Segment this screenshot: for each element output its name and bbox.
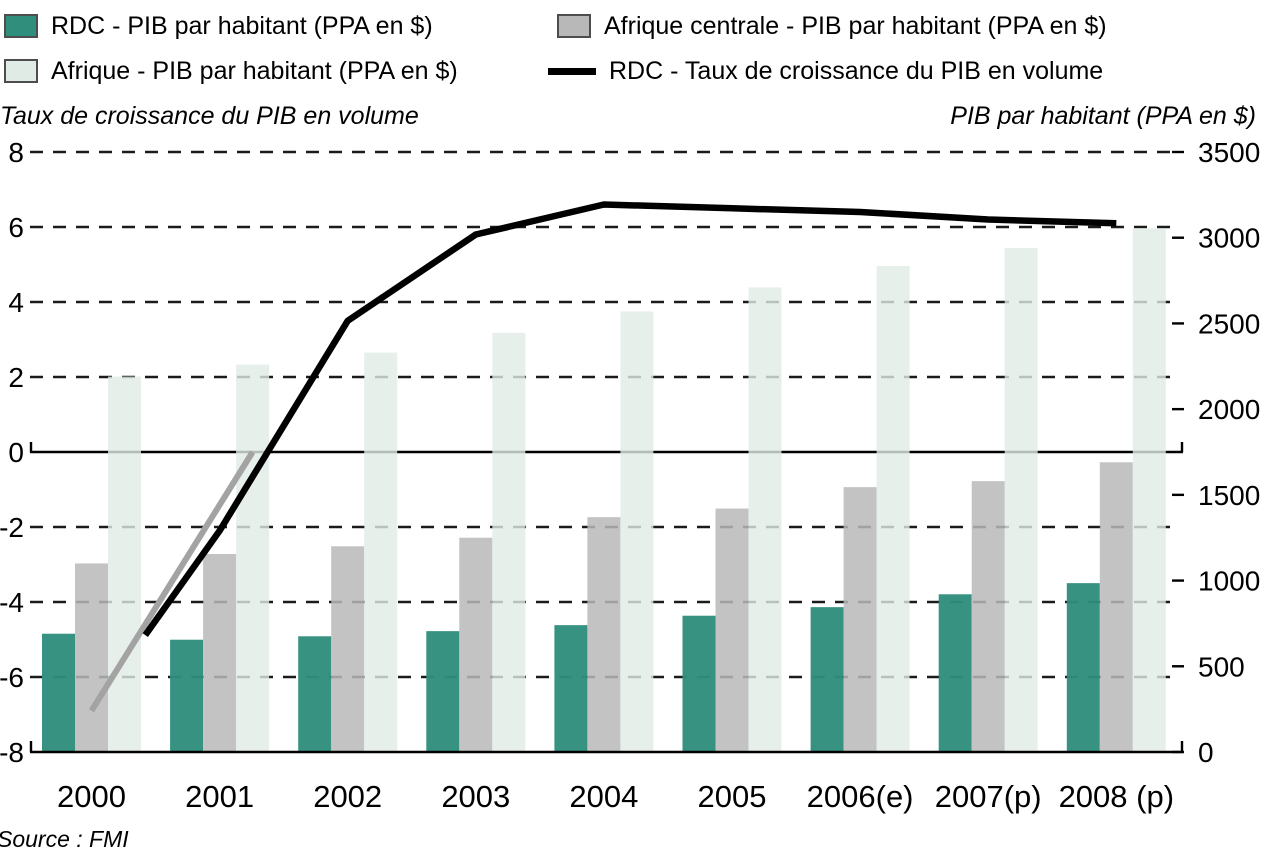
x-axis-label-2000: 2000 [57,779,126,814]
legend-label-afrique-centrale-pib: Afrique centrale - PIB par habitant (PPA… [604,12,1107,40]
bar-afrique-centrale-pib-2007(p) [971,481,1005,752]
bar-rdc-pib-2000 [42,633,75,752]
bar-rdc-pib-2004 [554,625,588,752]
legend-swatch-afrique-centrale-pib [557,14,591,38]
right-axis-title: PIB par habitant (PPA en $) [950,102,1256,130]
bar-afrique-centrale-pib-2008 (p) [1099,462,1133,752]
bar-afrique-pib-2000 [108,376,141,752]
x-axis-label-2001: 2001 [185,779,254,814]
bar-afrique-centrale-pib-2006(e) [843,487,877,752]
right-axis-label-1000: 1000 [1198,566,1260,597]
left-axis-label-8: 8 [8,137,24,168]
bar-rdc-pib-2008 (p) [1066,583,1100,752]
bar-rdc-pib-2002 [298,636,332,752]
source-note: Source : FMI [0,826,129,852]
bar-afrique-pib-2002 [364,352,398,752]
legend-label-rdc-pib: RDC - PIB par habitant (PPA en $) [51,12,433,40]
right-axis-label-1500: 1500 [1198,480,1260,511]
x-axis-label-2004: 2004 [569,779,638,814]
bar-afrique-pib-2001 [236,364,270,752]
growth-line-shadow [88,450,256,713]
right-axis-label-2000: 2000 [1198,394,1260,425]
legend-swatch-rdc-pib [4,14,38,38]
bar-afrique-centrale-pib-2004 [587,517,621,752]
growth-line-rdc-croissance [142,201,1117,637]
right-axis-label-0: 0 [1198,737,1214,768]
left-axis-label--6: -6 [0,662,24,693]
left-axis-label--2: -2 [0,512,24,543]
right-axis-label-3500: 3500 [1198,137,1260,168]
bar-afrique-centrale-pib-2002 [331,546,365,752]
left-axis-title: Taux de croissance du PIB en volume [0,102,419,130]
left-axis-label-0: 0 [8,437,24,468]
left-axis-label-6: 6 [8,212,24,243]
legend-line-swatch-rdc-croissance [548,67,596,75]
right-axis-label-500: 500 [1198,651,1245,682]
bar-afrique-centrale-pib-2001 [203,554,237,752]
bar-afrique-pib-2007(p) [1004,248,1038,752]
bar-afrique-pib-2004 [620,311,654,752]
bar-afrique-pib-2003 [492,332,526,752]
x-axis-label-2005: 2005 [698,779,767,814]
x-axis-label-2008p: 2008 (p) [1059,779,1174,814]
right-axis-label-3000: 3000 [1198,223,1260,254]
legend-item-rdc-croissance: RDC - Taux de croissance du PIB en volum… [548,57,1103,85]
left-axis-label-2: 2 [8,362,24,393]
bar-rdc-pib-2001 [170,639,204,752]
bar-rdc-pib-2007(p) [938,594,972,752]
x-axis-label-2006e: 2006(e) [807,779,914,814]
left-axis-label--4: -4 [0,587,24,618]
x-axis-label-2007p: 2007(p) [935,779,1042,814]
x-axis-label-2002: 2002 [313,779,382,814]
bar-afrique-centrale-pib-2003 [459,537,493,752]
bar-rdc-pib-2003 [426,631,460,752]
legend-swatch-afrique-pib [4,59,38,83]
bar-afrique-pib-2008 (p) [1132,228,1166,753]
bar-afrique-centrale-pib-2000 [75,563,108,752]
left-axis-label-4: 4 [8,287,24,318]
legend-item-afrique-centrale-pib: Afrique centrale - PIB par habitant (PPA… [557,12,1107,40]
x-axis-label-2003: 2003 [441,779,510,814]
bar-rdc-pib-2006(e) [810,607,844,752]
left-axis-label--8: -8 [0,737,24,768]
bar-rdc-pib-2005 [682,615,716,752]
bar-afrique-pib-2006(e) [876,266,910,752]
legend-item-rdc-pib: RDC - PIB par habitant (PPA en $) [4,12,433,40]
bar-afrique-pib-2005 [748,287,782,752]
legend-item-afrique-pib: Afrique - PIB par habitant (PPA en $) [4,57,458,85]
legend-label-afrique-pib: Afrique - PIB par habitant (PPA en $) [51,57,458,85]
bar-afrique-centrale-pib-2005 [715,508,749,752]
legend-label-rdc-croissance: RDC - Taux de croissance du PIB en volum… [609,57,1104,85]
right-axis-label-2500: 2500 [1198,308,1260,339]
